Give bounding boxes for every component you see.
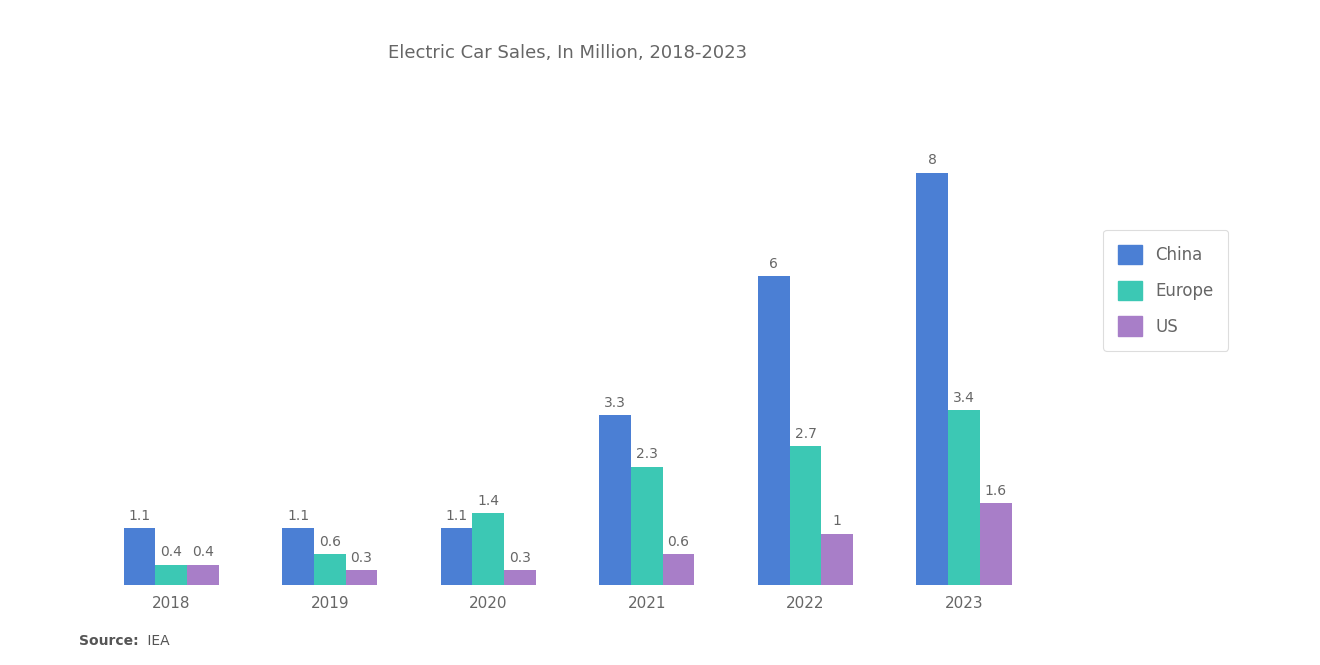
Text: 0.3: 0.3 — [351, 551, 372, 565]
Bar — [916, 173, 948, 585]
Bar — [473, 513, 504, 585]
Text: 0.4: 0.4 — [160, 545, 182, 559]
Text: IEA: IEA — [143, 634, 169, 648]
Text: 1.4: 1.4 — [478, 494, 499, 508]
Text: 8: 8 — [928, 154, 937, 168]
Text: 1.1: 1.1 — [128, 509, 150, 523]
Bar — [758, 276, 789, 585]
Text: 3.3: 3.3 — [605, 396, 626, 410]
Legend: China, Europe, US: China, Europe, US — [1104, 229, 1229, 350]
Text: 3.4: 3.4 — [953, 391, 975, 405]
Bar — [187, 565, 219, 585]
Text: 0.4: 0.4 — [191, 545, 214, 559]
Text: 1.1: 1.1 — [286, 509, 309, 523]
Text: Source:: Source: — [79, 634, 139, 648]
Bar — [156, 565, 187, 585]
Bar — [631, 467, 663, 585]
Bar — [599, 415, 631, 585]
Bar — [314, 554, 346, 585]
Bar — [504, 570, 536, 585]
Bar — [789, 446, 821, 585]
Bar — [821, 533, 853, 585]
Text: 0.6: 0.6 — [668, 535, 689, 549]
Bar — [441, 529, 473, 585]
Bar — [979, 503, 1011, 585]
Text: 1.6: 1.6 — [985, 483, 1007, 497]
Text: 2.3: 2.3 — [636, 448, 657, 462]
Bar — [346, 570, 378, 585]
Text: 2.7: 2.7 — [795, 427, 816, 441]
Text: 0.6: 0.6 — [318, 535, 341, 549]
Text: 0.3: 0.3 — [510, 551, 531, 565]
Text: 6: 6 — [770, 257, 779, 271]
Bar — [124, 529, 156, 585]
Bar — [948, 410, 979, 585]
Text: 1: 1 — [833, 515, 842, 529]
Bar — [282, 529, 314, 585]
Title: Electric Car Sales, In Million, 2018-2023: Electric Car Sales, In Million, 2018-202… — [388, 44, 747, 62]
Bar — [663, 554, 694, 585]
Text: 1.1: 1.1 — [446, 509, 467, 523]
